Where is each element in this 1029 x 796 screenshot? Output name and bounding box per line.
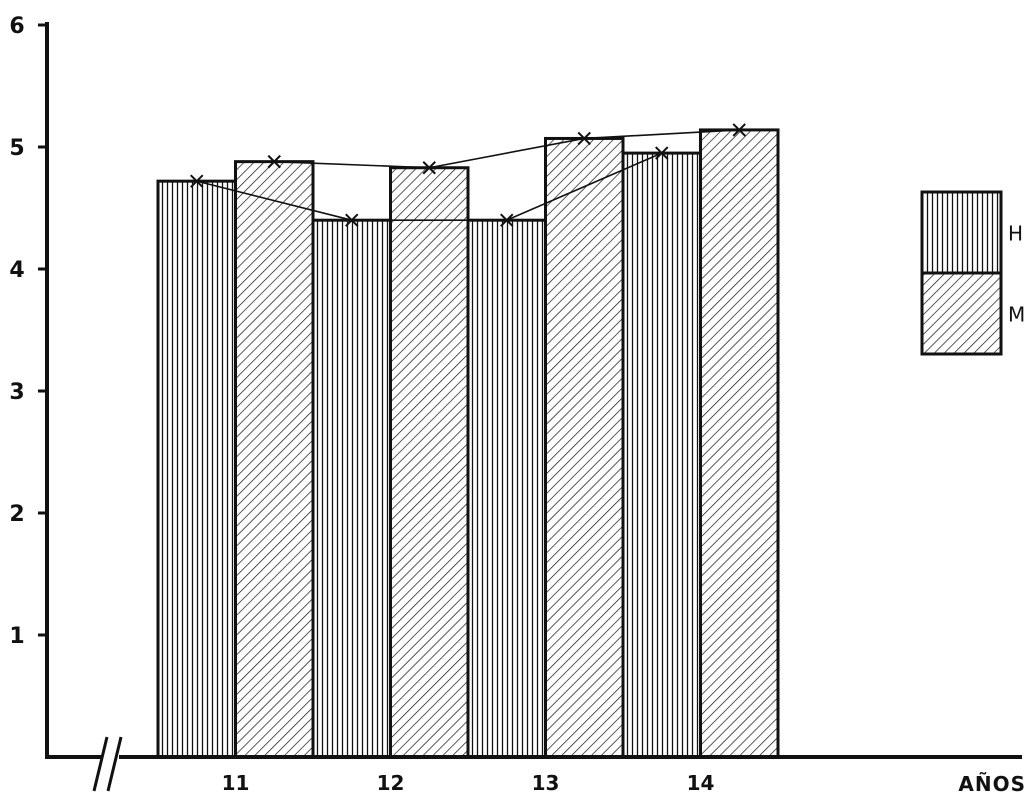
marker-h-14 xyxy=(655,146,669,160)
marker-m-12 xyxy=(422,161,436,175)
bar-m-11 xyxy=(234,160,315,759)
x-tick-label-11: 11 xyxy=(222,771,250,795)
marker-m-14 xyxy=(732,123,746,137)
legend-swatch-h xyxy=(920,190,1003,275)
bar-h-14 xyxy=(621,151,702,759)
axis-break-mark xyxy=(106,736,123,792)
bar-m-13 xyxy=(544,136,625,759)
bar-h-12 xyxy=(311,218,392,759)
y-tick-label-1: 1 xyxy=(9,624,24,649)
legend: HM xyxy=(920,190,1025,356)
marker-h-13 xyxy=(500,213,514,227)
y-tick-label-3: 3 xyxy=(9,380,24,405)
bar-m-14 xyxy=(699,128,780,759)
legend-swatch-m xyxy=(920,271,1003,356)
y-tick-label-2: 2 xyxy=(9,502,24,527)
marker-h-11 xyxy=(190,174,204,188)
y-tick-label-4: 4 xyxy=(9,258,24,283)
bar-h-11 xyxy=(156,179,237,759)
series-line-m xyxy=(274,129,740,169)
marker-m-11 xyxy=(267,154,281,169)
x-axis-label: AÑOS xyxy=(958,772,1026,796)
legend-label-m: M xyxy=(1008,303,1025,327)
legend-label-h: H xyxy=(1008,222,1023,246)
x-tick-label-14: 14 xyxy=(687,771,715,795)
x-tick-label-12: 12 xyxy=(377,771,405,795)
y-tick-label-5: 5 xyxy=(9,136,24,161)
axis-break-mark xyxy=(92,736,109,792)
series-line-h xyxy=(196,152,663,221)
x-tick-label-13: 13 xyxy=(532,771,560,795)
y-tick-label-6: 6 xyxy=(9,14,24,39)
marker-m-13 xyxy=(577,131,591,146)
line-overlay-layer xyxy=(190,123,746,227)
bar-m-12 xyxy=(389,166,470,759)
bar-h-13 xyxy=(466,218,547,759)
bars-layer xyxy=(156,128,780,759)
marker-h-12 xyxy=(345,213,359,227)
